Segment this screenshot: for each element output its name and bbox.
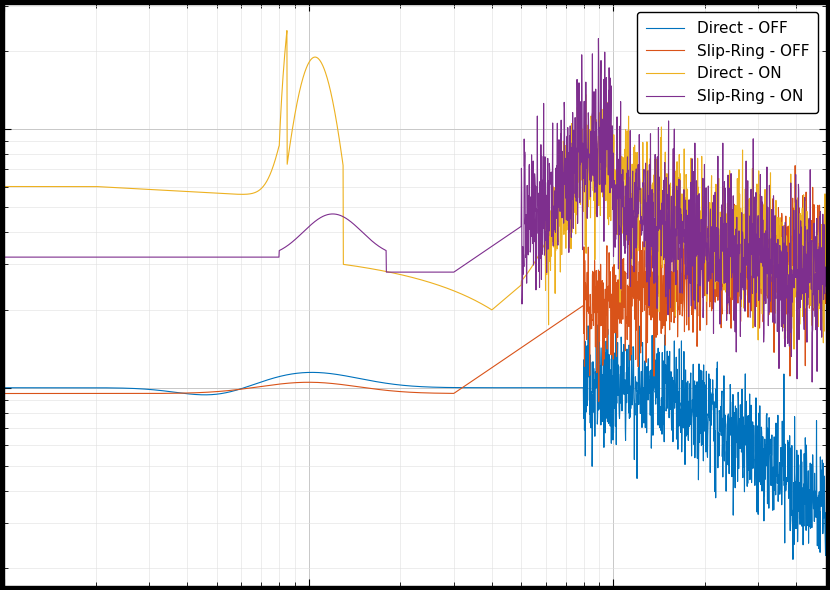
Direct - ON (821, 289, 830, 296)
Line: Slip-Ring - ON: Slip-Ring - ON (4, 39, 826, 382)
Slip-Ring - ON (0, 254, 9, 261)
Direct - OFF (350, 374, 360, 381)
Direct - OFF (315, 369, 325, 376)
Slip-Ring - OFF (821, 253, 830, 260)
Direct - ON (789, 346, 799, 353)
Direct - ON (142, 186, 152, 193)
Slip-Ring - OFF (790, 162, 800, 169)
Slip-Ring - ON (805, 274, 815, 281)
Direct - ON (350, 263, 360, 270)
Slip-Ring - OFF (142, 390, 152, 397)
Slip-Ring - ON (315, 215, 325, 222)
Slip-Ring - ON (350, 222, 360, 229)
Slip-Ring - ON (807, 379, 817, 386)
Slip-Ring - ON (716, 264, 726, 271)
Slip-Ring - ON (142, 254, 152, 261)
Direct - OFF (142, 386, 152, 393)
Direct - OFF (805, 460, 815, 467)
Direct - ON (282, 27, 292, 34)
Direct - ON (805, 302, 815, 309)
Direct - OFF (93, 384, 103, 391)
Direct - ON (716, 284, 726, 291)
Direct - ON (315, 57, 325, 64)
Slip-Ring - ON (93, 254, 103, 261)
Slip-Ring - ON (593, 35, 603, 42)
Legend: Direct - OFF, Slip-Ring - OFF, Direct - ON, Slip-Ring - ON: Direct - OFF, Slip-Ring - OFF, Direct - … (637, 12, 818, 113)
Direct - ON (0, 183, 9, 190)
Line: Slip-Ring - OFF: Slip-Ring - OFF (4, 166, 826, 401)
Direct - ON (93, 183, 103, 190)
Slip-Ring - OFF (350, 383, 360, 390)
Line: Direct - OFF: Direct - OFF (4, 304, 826, 559)
Slip-Ring - OFF (93, 390, 103, 397)
Direct - OFF (0, 384, 9, 391)
Slip-Ring - OFF (716, 261, 726, 268)
Direct - OFF (788, 556, 798, 563)
Slip-Ring - ON (821, 282, 830, 289)
Slip-Ring - OFF (593, 398, 603, 405)
Direct - OFF (650, 301, 660, 308)
Direct - OFF (821, 509, 830, 516)
Direct - OFF (716, 398, 726, 405)
Slip-Ring - OFF (0, 390, 9, 397)
Slip-Ring - OFF (805, 248, 815, 255)
Line: Direct - ON: Direct - ON (4, 31, 826, 349)
Slip-Ring - OFF (315, 379, 325, 386)
